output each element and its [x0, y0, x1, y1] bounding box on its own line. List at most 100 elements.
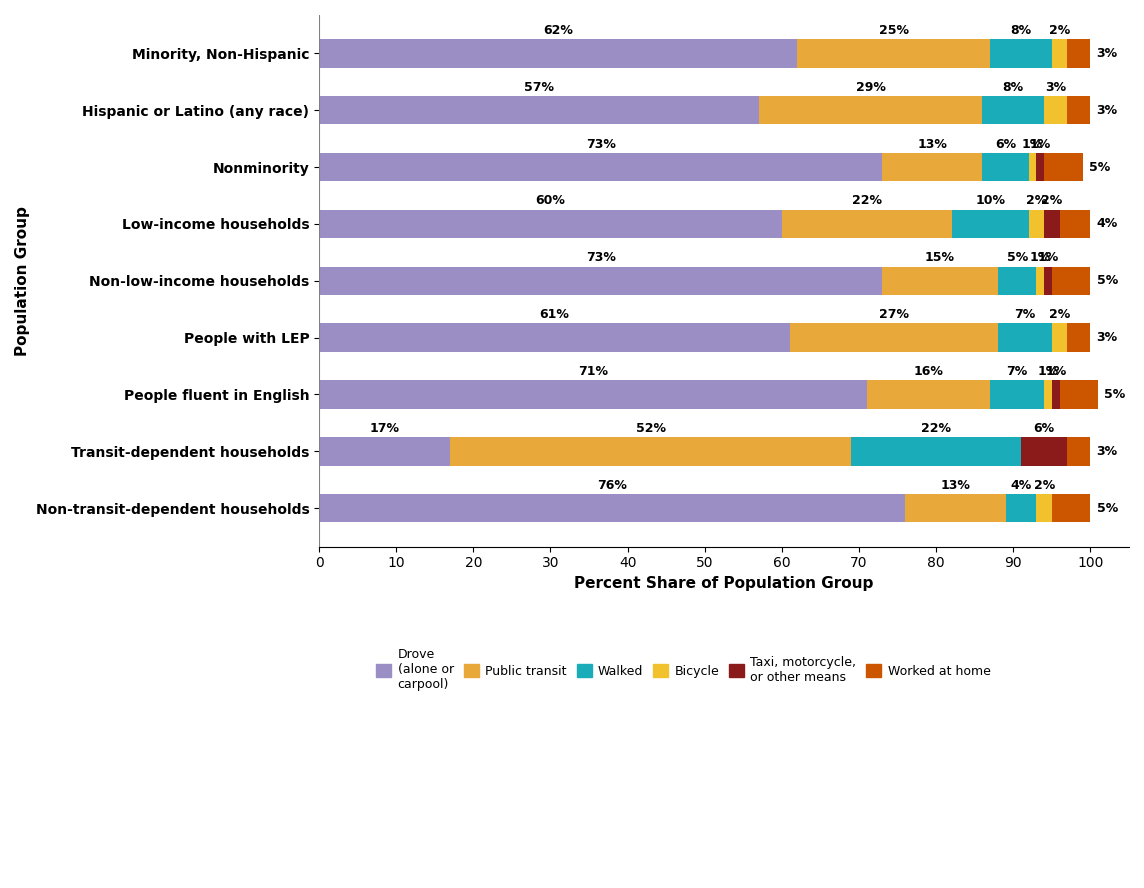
Text: 8%: 8% [1003, 81, 1024, 94]
Text: 7%: 7% [1015, 308, 1035, 321]
Bar [991, 39, 1051, 67]
Text: 15%: 15% [925, 251, 955, 265]
Bar [789, 323, 998, 352]
Bar [319, 266, 882, 295]
Text: 73%: 73% [586, 251, 615, 265]
Bar [905, 494, 1006, 522]
Bar [983, 153, 1028, 181]
Text: 17%: 17% [370, 422, 399, 435]
Text: 4%: 4% [1097, 218, 1118, 230]
Text: 1%: 1% [1046, 365, 1066, 378]
Y-axis label: Population Group: Population Group [15, 206, 30, 356]
Bar [1067, 96, 1090, 124]
Text: 52%: 52% [636, 422, 666, 435]
Bar [1051, 323, 1067, 352]
Text: 16%: 16% [914, 365, 944, 378]
Text: 2%: 2% [1026, 194, 1047, 208]
Text: 62%: 62% [543, 24, 573, 37]
Bar [882, 266, 998, 295]
Bar [882, 153, 983, 181]
Bar [1051, 494, 1090, 522]
Bar [983, 96, 1044, 124]
Text: 6%: 6% [1033, 422, 1055, 435]
Bar [1036, 153, 1044, 181]
Bar [1044, 266, 1051, 295]
Bar [319, 323, 789, 352]
Bar [991, 380, 1044, 408]
Bar [1028, 153, 1036, 181]
Text: 8%: 8% [1010, 24, 1032, 37]
Legend: Drove
(alone or
carpool), Public transit, Walked, Bicycle, Taxi, motorcycle,
or : Drove (alone or carpool), Public transit… [372, 643, 995, 696]
Bar [319, 96, 758, 124]
Text: 1%: 1% [1022, 138, 1043, 151]
Text: 3%: 3% [1097, 47, 1118, 59]
Text: 1%: 1% [1030, 138, 1051, 151]
Text: 13%: 13% [917, 138, 947, 151]
Text: 5%: 5% [1097, 274, 1118, 288]
Bar [851, 437, 1020, 465]
Bar [758, 96, 983, 124]
Bar [1067, 323, 1090, 352]
Text: 13%: 13% [940, 479, 970, 492]
Text: 6%: 6% [995, 138, 1016, 151]
Bar [867, 380, 991, 408]
Bar [319, 39, 797, 67]
Bar [797, 39, 991, 67]
Text: 3%: 3% [1097, 445, 1118, 458]
Text: 5%: 5% [1089, 161, 1110, 173]
Bar [998, 323, 1051, 352]
Text: 2%: 2% [1033, 479, 1055, 492]
Bar [781, 210, 952, 238]
X-axis label: Percent Share of Population Group: Percent Share of Population Group [574, 575, 874, 591]
Bar [1028, 210, 1044, 238]
Bar [1067, 39, 1090, 67]
Text: 27%: 27% [879, 308, 908, 321]
Text: 2%: 2% [1049, 308, 1070, 321]
Bar [1006, 494, 1036, 522]
Text: 4%: 4% [1010, 479, 1032, 492]
Bar [319, 210, 781, 238]
Text: 57%: 57% [524, 81, 554, 94]
Text: 2%: 2% [1049, 24, 1070, 37]
Bar [1051, 266, 1090, 295]
Text: 73%: 73% [586, 138, 615, 151]
Text: 3%: 3% [1097, 331, 1118, 345]
Bar [1036, 494, 1051, 522]
Text: 76%: 76% [597, 479, 627, 492]
Bar [1059, 380, 1098, 408]
Bar [319, 437, 451, 465]
Text: 60%: 60% [535, 194, 565, 208]
Bar [319, 153, 882, 181]
Text: 25%: 25% [879, 24, 908, 37]
Bar [1020, 437, 1067, 465]
Text: 1%: 1% [1038, 365, 1058, 378]
Text: 61%: 61% [539, 308, 570, 321]
Bar [1044, 380, 1051, 408]
Text: 71%: 71% [578, 365, 607, 378]
Bar [952, 210, 1028, 238]
Bar [319, 494, 905, 522]
Bar [1059, 210, 1090, 238]
Text: 3%: 3% [1046, 81, 1066, 94]
Text: 5%: 5% [1097, 502, 1118, 515]
Bar [319, 380, 867, 408]
Bar [1051, 380, 1059, 408]
Text: 1%: 1% [1038, 251, 1058, 265]
Bar [1051, 39, 1067, 67]
Bar [451, 437, 851, 465]
Bar [1044, 153, 1082, 181]
Bar [998, 266, 1036, 295]
Text: 3%: 3% [1097, 104, 1118, 116]
Text: 2%: 2% [1041, 194, 1063, 208]
Bar [1036, 266, 1044, 295]
Text: 29%: 29% [856, 81, 885, 94]
Bar [1044, 210, 1059, 238]
Text: 1%: 1% [1030, 251, 1051, 265]
Bar [1044, 96, 1067, 124]
Text: 7%: 7% [1007, 365, 1027, 378]
Text: 22%: 22% [852, 194, 882, 208]
Text: 5%: 5% [1104, 388, 1126, 401]
Text: 5%: 5% [1007, 251, 1027, 265]
Text: 22%: 22% [921, 422, 951, 435]
Text: 10%: 10% [975, 194, 1006, 208]
